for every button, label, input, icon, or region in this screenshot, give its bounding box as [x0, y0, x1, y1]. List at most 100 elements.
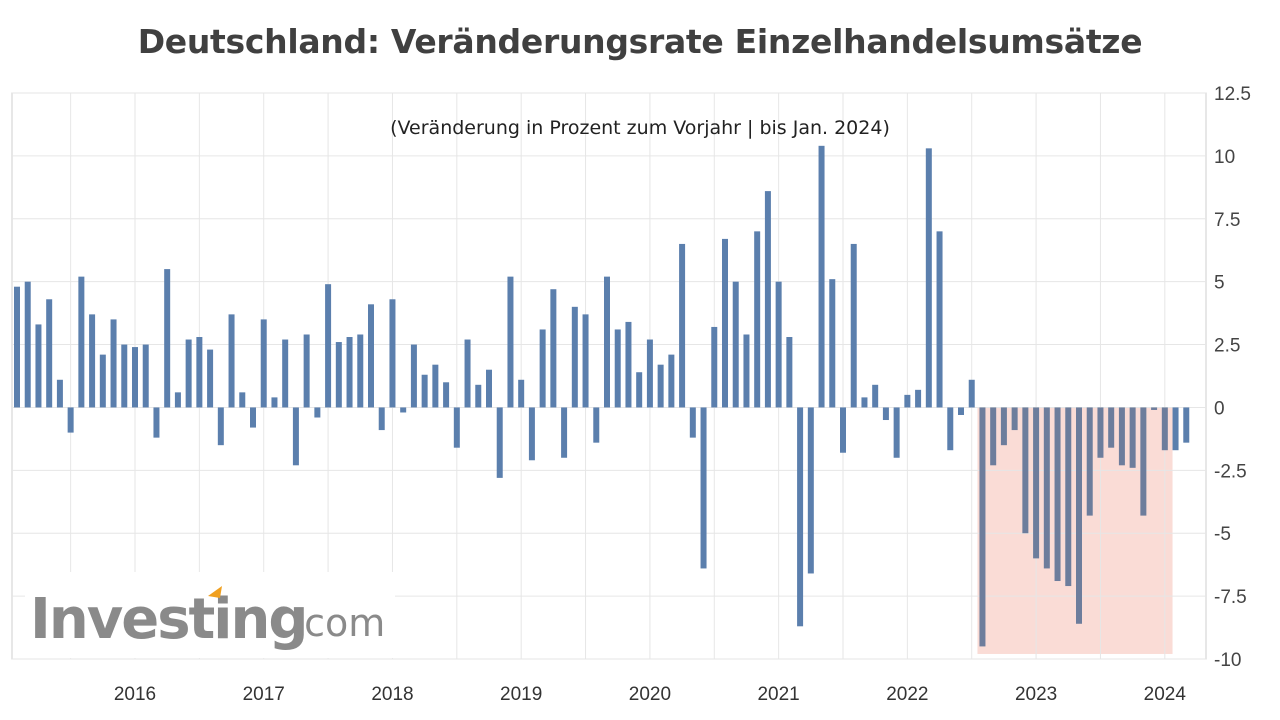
bar — [46, 299, 53, 408]
bar — [228, 314, 235, 408]
bar — [700, 407, 707, 569]
bar — [872, 384, 879, 408]
bar — [1097, 407, 1104, 458]
bar — [1076, 407, 1082, 624]
bar — [207, 349, 214, 408]
bar — [539, 329, 546, 408]
bar — [453, 407, 460, 448]
bar — [99, 354, 106, 408]
x-tick-label: 2023 — [1015, 684, 1057, 705]
bar — [89, 314, 96, 408]
bar — [958, 407, 964, 415]
bar — [217, 407, 224, 446]
bar — [292, 407, 299, 466]
bar — [636, 372, 643, 408]
bar — [571, 306, 578, 408]
bar — [260, 319, 267, 408]
y-tick-label: 12.5 — [1214, 84, 1251, 105]
bar — [1011, 407, 1018, 431]
investing-logo: Investing .com — [25, 572, 395, 658]
bar — [1000, 407, 1007, 446]
bar — [1065, 407, 1072, 587]
bar — [904, 394, 911, 408]
bar — [625, 321, 632, 408]
bar — [1140, 407, 1147, 516]
bar — [496, 407, 503, 478]
bar — [67, 407, 74, 433]
highlight-region — [977, 407, 1173, 654]
bars — [14, 145, 1190, 647]
bar — [743, 334, 750, 408]
bar — [764, 191, 771, 408]
bar — [840, 407, 846, 453]
x-tick-label: 2017 — [243, 684, 285, 705]
bar — [314, 407, 321, 418]
bar — [797, 407, 804, 627]
bar — [389, 299, 396, 408]
bar — [56, 379, 63, 408]
logo-accent-icon — [208, 586, 222, 598]
bar — [518, 379, 525, 408]
y-axis-labels: 12.5 10 7.5 5 2.5 0 -2.5 -5 -7.5 -10 — [1214, 84, 1251, 671]
bar — [593, 407, 600, 443]
bar — [936, 231, 943, 408]
bar — [829, 279, 836, 408]
bar — [24, 281, 31, 408]
bar — [174, 392, 181, 408]
bar — [325, 284, 332, 408]
bar — [990, 407, 997, 466]
bar — [1054, 407, 1061, 582]
bar — [282, 339, 289, 408]
bar — [1033, 407, 1040, 559]
bar — [346, 337, 353, 408]
y-tick-label: 0 — [1214, 398, 1225, 419]
highlight-rect — [977, 407, 1173, 654]
bar — [78, 276, 85, 408]
bar — [432, 364, 439, 408]
bar — [1151, 407, 1158, 410]
x-axis-labels: 2016 2017 2018 2019 2020 2021 2022 2023 2024 — [114, 684, 1187, 705]
bar — [968, 379, 975, 408]
x-tick-label: 2016 — [114, 684, 156, 705]
logo-text: Investing — [30, 587, 306, 652]
bar — [818, 145, 825, 408]
bar — [271, 397, 278, 408]
y-tick-label: -5 — [1214, 524, 1231, 545]
y-tick-label: -10 — [1214, 650, 1241, 671]
bar — [754, 231, 761, 408]
bar — [561, 407, 568, 458]
x-tick-label: 2019 — [500, 684, 542, 705]
y-tick-label: 5 — [1214, 273, 1225, 294]
bar — [550, 289, 557, 408]
bar — [121, 344, 128, 408]
bar — [303, 334, 310, 408]
x-tick-label: 2020 — [629, 684, 671, 705]
bar — [604, 276, 610, 408]
x-tick-label: 2018 — [371, 684, 413, 705]
bar — [1022, 407, 1029, 534]
bar — [947, 407, 954, 451]
bar — [378, 407, 385, 431]
chart-title: Deutschland: Veränderungsrate Einzelhand… — [137, 22, 1143, 61]
bar — [1118, 407, 1125, 466]
bar — [196, 337, 203, 408]
bar — [475, 384, 482, 408]
bar — [400, 407, 407, 413]
bar — [775, 281, 782, 408]
bar — [1043, 407, 1050, 569]
bar — [1108, 407, 1115, 448]
y-tick-label: 7.5 — [1214, 210, 1240, 231]
bar — [668, 354, 675, 408]
bar — [1183, 407, 1190, 443]
x-tick-label: 2024 — [1144, 684, 1187, 705]
logo-suffix: .com — [292, 601, 385, 645]
bar — [132, 347, 138, 408]
bar — [979, 407, 986, 647]
bar — [357, 334, 364, 408]
bar — [239, 392, 246, 408]
bar — [410, 344, 417, 408]
bar — [110, 319, 117, 408]
bar — [850, 243, 857, 408]
bar — [882, 407, 889, 421]
